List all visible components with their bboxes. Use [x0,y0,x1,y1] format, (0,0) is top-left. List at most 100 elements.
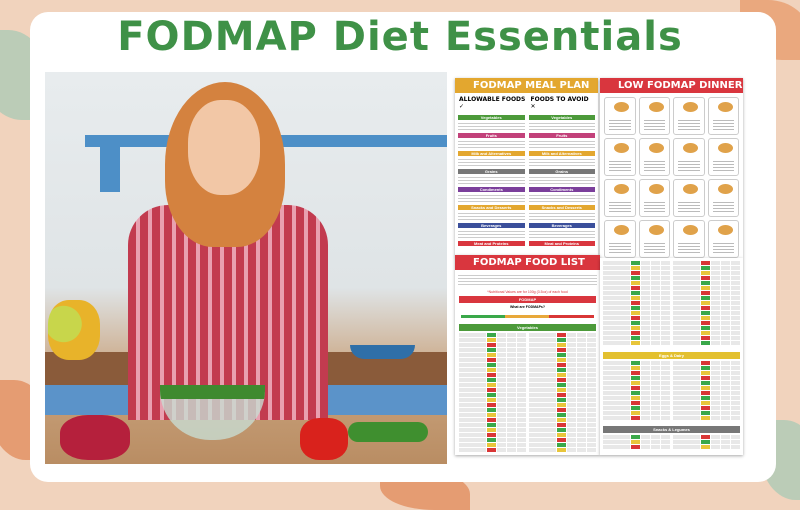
dinner-recipe-card [673,138,705,176]
table-row [459,433,526,437]
table-row [459,388,526,392]
table-row [603,296,670,300]
table-row [673,381,740,385]
table-row [603,440,670,444]
table-row [673,435,740,439]
allowable-column: Vegetables Fruits Milk and Alternatives Gra… [458,113,525,247]
salad-bowl [160,385,265,440]
category-header: Meat and Proteins [528,241,595,246]
dinner-recipe-card [707,138,739,176]
table-row [603,286,670,290]
category-header: Snacks and Desserts [528,205,595,210]
table-row [459,353,526,357]
table-row [603,361,670,365]
table-row [673,406,740,410]
food-items [528,229,595,239]
table-row [673,301,740,305]
table-row [459,373,526,377]
cucumber [348,422,428,442]
table-row [529,358,596,362]
table-row [603,266,670,270]
nutrition-note: *Nutritional Values are for 100g (3.5oz)… [487,290,568,294]
table-row [673,336,740,340]
table-row [673,440,740,444]
dinner-recipe-card [604,179,636,217]
table-row [459,333,526,337]
table-row [529,373,596,377]
dinner-recipe-card [707,97,739,135]
category-header: Vegetables [458,115,525,120]
food-items [458,193,525,203]
dinner-recipe-card [638,220,670,258]
table-row [529,403,596,407]
table-row [529,393,596,397]
table-row [459,378,526,382]
table-row [529,428,596,432]
category-header: Beverages [528,223,595,228]
table-row [529,423,596,427]
food-items [458,175,525,185]
table-row [673,401,740,405]
dinner-title: LOW FODMAP DINNER [600,78,743,93]
category-header: Meat and Proteins [458,241,525,246]
table-row [673,326,740,330]
table-row [459,448,526,452]
table-row [673,271,740,275]
table-row [529,383,596,387]
table-row [603,445,670,449]
category-header: Milk and Alternatives [528,151,595,156]
table-row [529,443,596,447]
table-row [459,393,526,397]
table-row [673,371,740,375]
food-items [528,121,595,131]
category-header: Fruits [528,133,595,138]
table-row [603,406,670,410]
table-row [673,391,740,395]
table-row [673,386,740,390]
fruit-bowl [48,300,100,360]
table-row [603,336,670,340]
dinner-recipe-card [707,220,739,258]
food-items [528,193,595,203]
fodmap-section: FODMAP [459,296,596,303]
table-row [603,341,670,345]
table-row [603,381,670,385]
table-row [603,371,670,375]
food-list-title: FODMAP FOOD LIST [455,255,600,270]
table-row [459,423,526,427]
table-row [673,306,740,310]
table-row [673,376,740,380]
category-header: Milk and Alternatives [458,151,525,156]
dinner-recipe-card [673,179,705,217]
table-row [673,276,740,280]
table-row [459,428,526,432]
table-row [459,363,526,367]
table-row [603,386,670,390]
table-row [673,366,740,370]
table-row [673,396,740,400]
table-row [603,306,670,310]
table-row [673,291,740,295]
table-row [603,376,670,380]
category-header: Snacks and Desserts [458,205,525,210]
category-header: Grains [528,169,595,174]
table-row [603,435,670,439]
food-table-poster: Eggs & Dairy Snacks & Legumes [600,258,743,455]
food-items [458,211,525,221]
table-row [673,296,740,300]
woman-face [188,100,260,195]
dinner-recipe-card [638,179,670,217]
table-row [459,368,526,372]
legumes-table-title: Snacks & Legumes [603,426,740,433]
allowable-label: ALLOWABLE FOODS ✓ [459,96,526,110]
table-row [529,418,596,422]
dinner-poster: LOW FODMAP DINNER [600,78,743,258]
table-row [529,398,596,402]
radishes [60,415,130,460]
table-row [673,341,740,345]
food-items [458,139,525,149]
table-row [529,413,596,417]
dairy-table-title: Eggs & Dairy [603,352,740,359]
table-row [603,331,670,335]
food-items [458,121,525,131]
